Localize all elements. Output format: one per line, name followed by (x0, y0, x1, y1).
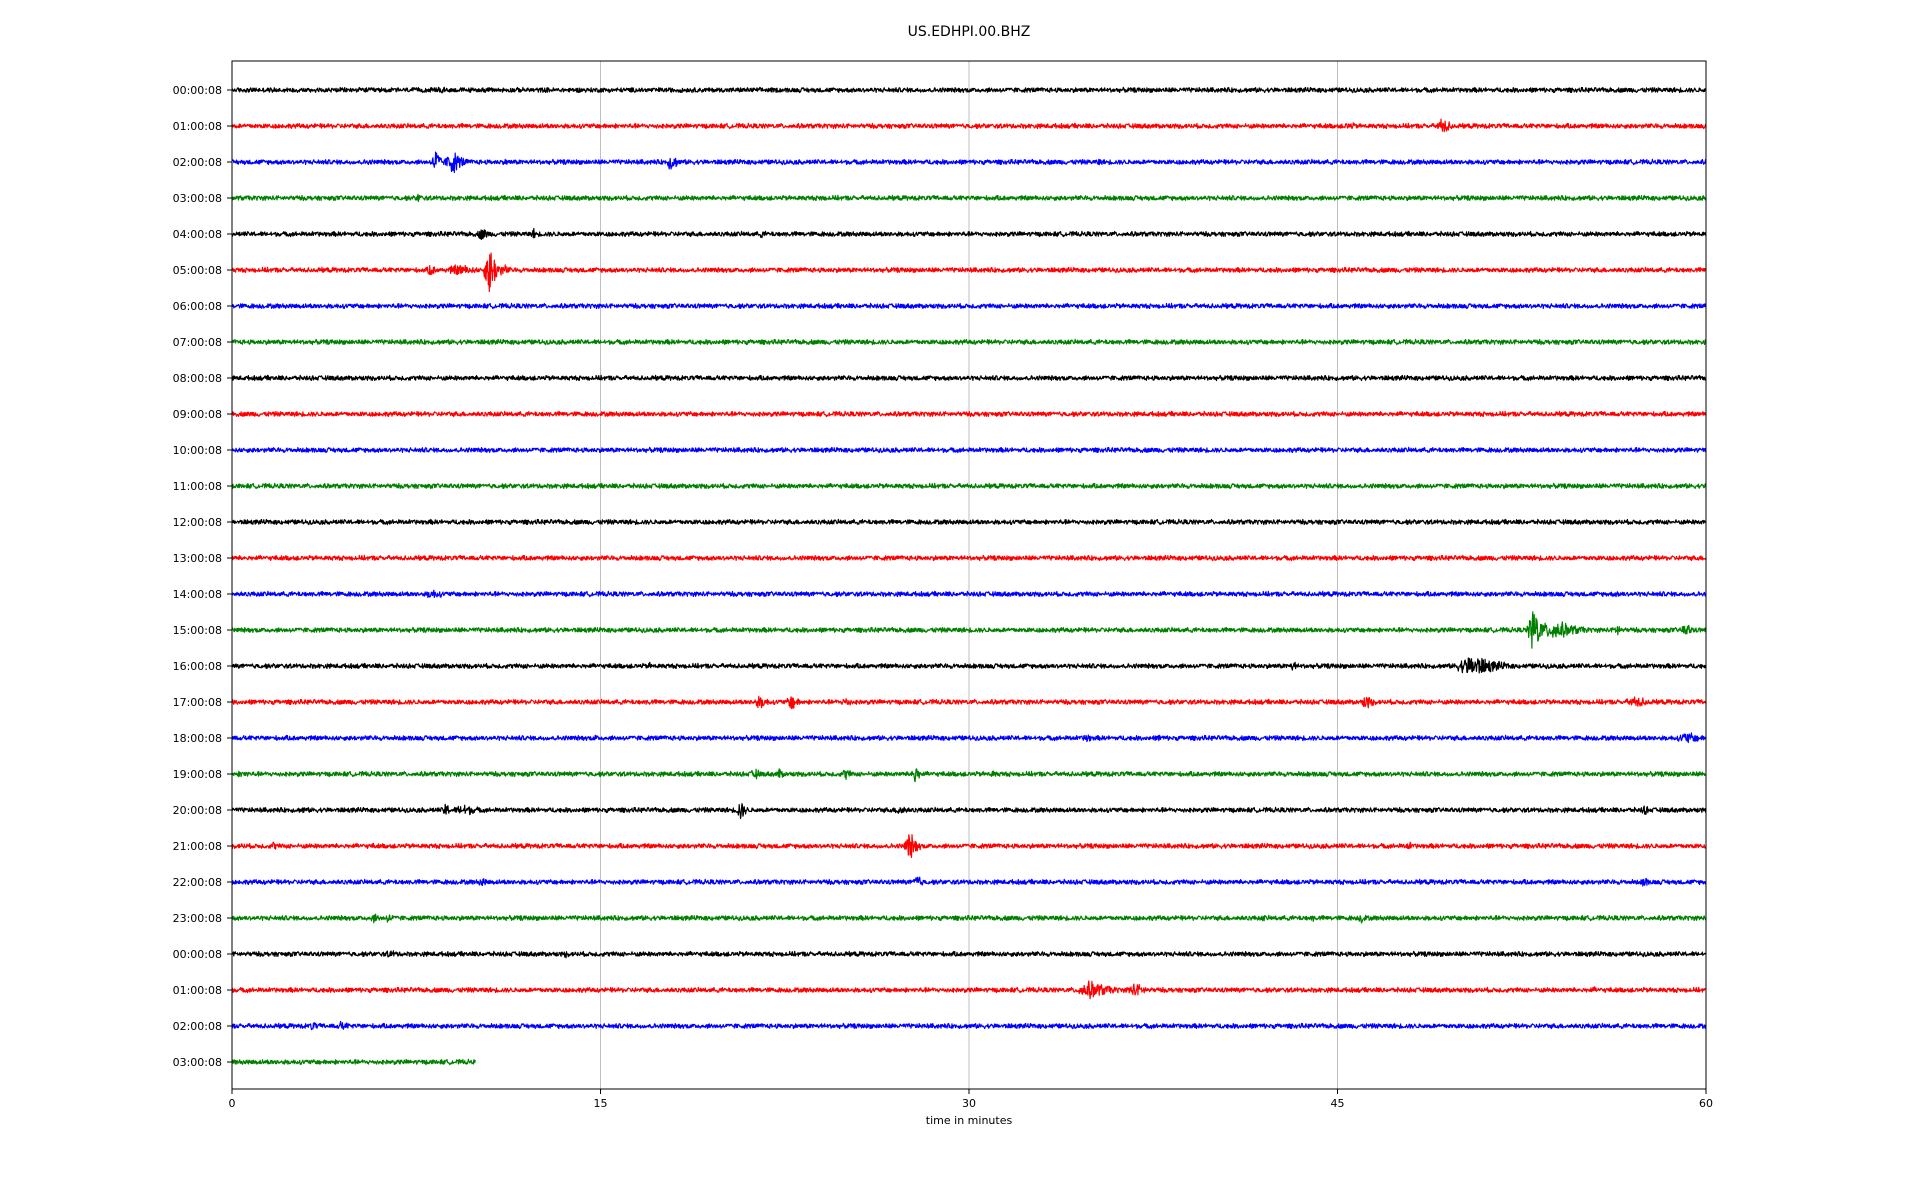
trace-row-14 (231, 589, 1707, 599)
trace-row-19 (231, 768, 1707, 783)
row-label: 06:00:08 (173, 300, 222, 313)
row-label: 23:00:08 (173, 912, 222, 925)
trace-row-21 (231, 834, 1707, 859)
row-label: 18:00:08 (173, 732, 222, 745)
row-label: 12:00:08 (173, 516, 222, 529)
row-label: 09:00:08 (173, 408, 222, 421)
row-label: 01:00:08 (173, 120, 222, 133)
seismic-traces (231, 86, 1707, 1066)
row-label: 00:00:08 (173, 948, 222, 961)
trace-row-25 (231, 980, 1707, 1000)
trace-row-2 (231, 151, 1707, 174)
trace-row-22 (231, 876, 1707, 887)
trace-row-10 (231, 446, 1707, 454)
trace-row-18 (231, 732, 1707, 744)
row-label: 22:00:08 (173, 876, 222, 889)
row-labels: 00:00:08 01:00:08 02:00:08 03:00:08 04:00:08… (173, 84, 232, 1069)
trace-row-8 (231, 374, 1707, 382)
trace-row-27 (231, 1058, 476, 1066)
row-label: 04:00:08 (173, 228, 222, 241)
trace-row-23 (231, 913, 1707, 924)
trace-row-11 (231, 482, 1707, 490)
trace-row-9 (231, 410, 1707, 418)
x-axis-ticks: 0 15 30 45 60 (229, 1089, 1713, 1110)
trace-row-16 (231, 657, 1707, 674)
row-label: 08:00:08 (173, 372, 222, 385)
row-label: 20:00:08 (173, 804, 222, 817)
trace-row-20 (231, 803, 1707, 820)
trace-row-13 (231, 554, 1707, 562)
trace-row-6 (231, 302, 1707, 310)
row-label: 15:00:08 (173, 624, 222, 637)
row-label: 19:00:08 (173, 768, 222, 781)
row-label: 17:00:08 (173, 696, 222, 709)
trace-row-1 (231, 118, 1707, 133)
row-label: 02:00:08 (173, 156, 222, 169)
trace-row-15 (231, 611, 1707, 649)
row-label: 21:00:08 (173, 840, 222, 853)
row-label: 02:00:08 (173, 1020, 222, 1033)
row-label: 01:00:08 (173, 984, 222, 997)
trace-row-7 (231, 338, 1707, 346)
row-label: 13:00:08 (173, 552, 222, 565)
row-label: 16:00:08 (173, 660, 222, 673)
row-label: 00:00:08 (173, 84, 222, 97)
trace-row-3 (231, 193, 1707, 203)
trace-row-0 (231, 86, 1707, 94)
row-label: 10:00:08 (173, 444, 222, 457)
row-label: 05:00:08 (173, 264, 222, 277)
trace-row-24 (231, 950, 1707, 959)
x-tick-label: 30 (962, 1097, 976, 1110)
trace-row-26 (231, 1020, 1707, 1031)
x-tick-label: 0 (229, 1097, 236, 1110)
x-tick-label: 45 (1331, 1097, 1345, 1110)
trace-row-17 (231, 695, 1707, 710)
x-tick-label: 60 (1699, 1097, 1713, 1110)
row-label: 14:00:08 (173, 588, 222, 601)
row-label: 03:00:08 (173, 1056, 222, 1069)
row-label: 11:00:08 (173, 480, 222, 493)
x-axis-label: time in minutes (926, 1114, 1013, 1127)
row-label: 07:00:08 (173, 336, 222, 349)
x-tick-label: 15 (594, 1097, 608, 1110)
trace-row-4 (231, 227, 1707, 240)
trace-row-12 (231, 518, 1707, 526)
row-label: 03:00:08 (173, 192, 222, 205)
trace-row-5 (231, 252, 1707, 293)
chart-title: US.EDHPI.00.BHZ (908, 24, 1031, 40)
